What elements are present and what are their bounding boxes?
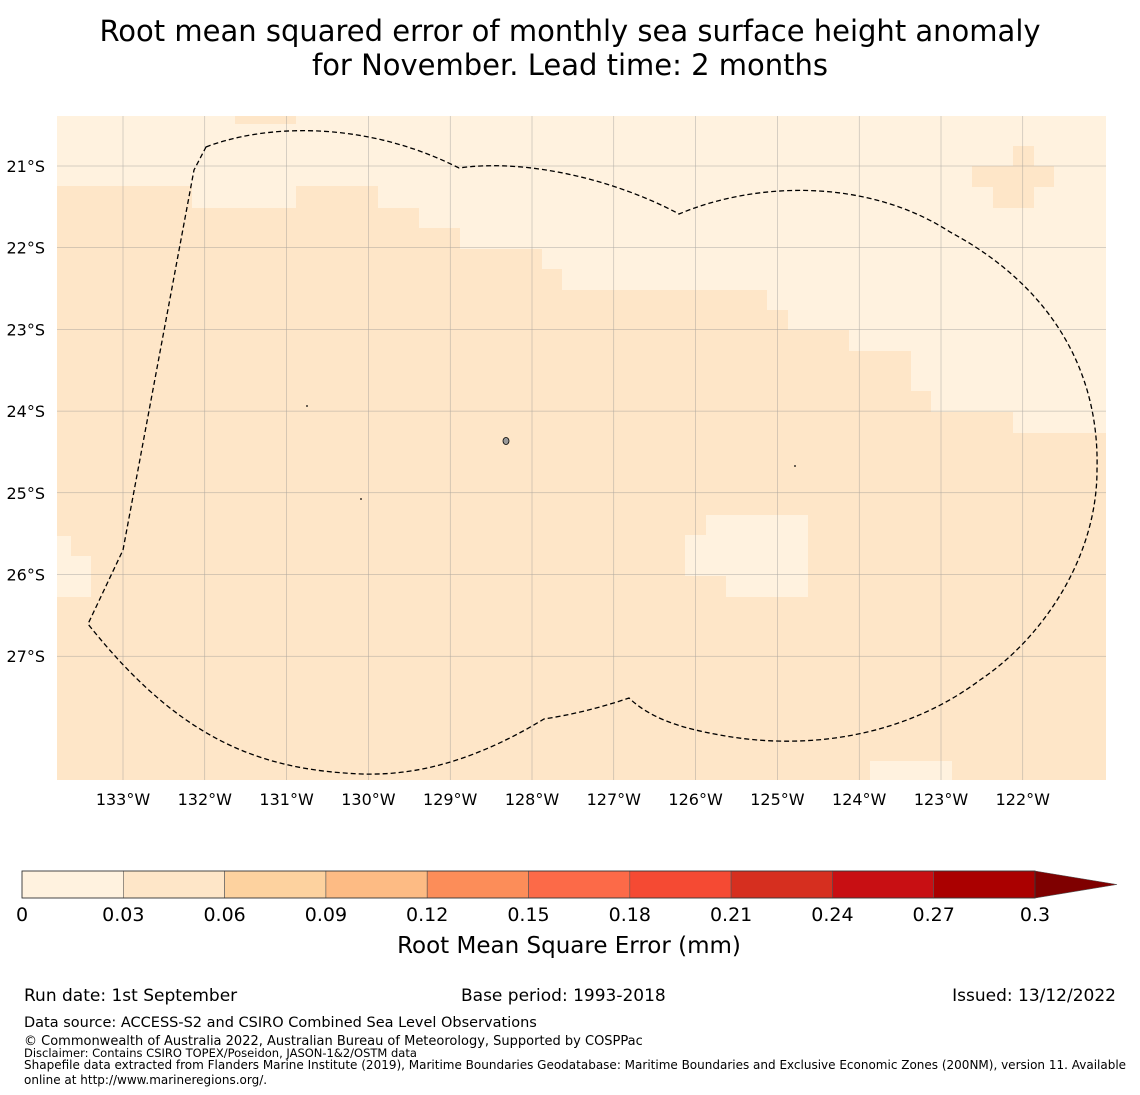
longitude-tick-label: 130°W <box>341 790 396 809</box>
colorbar-extend-arrow <box>1034 870 1118 899</box>
colorbar-tick-label: 0.18 <box>609 904 651 926</box>
map-title: Root mean squared error of monthly sea s… <box>0 14 1140 82</box>
title-line-2: for November. Lead time: 2 months <box>311 48 829 82</box>
colorbar-segment <box>21 870 124 899</box>
latitude-tick-label: 22°S <box>6 239 45 258</box>
island-dot-west <box>306 405 308 407</box>
longitude-tick-label: 123°W <box>914 790 969 809</box>
eez-boundary <box>87 130 1098 775</box>
colorbar-segment <box>528 870 631 899</box>
island-marker <box>502 437 510 445</box>
longitude-tick-label: 127°W <box>587 790 642 809</box>
island-dot-east <box>794 465 796 467</box>
rmse-patch-top-right <box>972 146 1054 208</box>
longitude-tick-label: 132°W <box>178 790 233 809</box>
colorbar-segment <box>730 870 833 899</box>
longitude-tick-label: 128°W <box>505 790 560 809</box>
colorbar-segment <box>123 870 225 899</box>
latitude-tick-label: 25°S <box>6 484 45 503</box>
shapefile-credit-line-1: Shapefile data extracted from Flanders M… <box>24 1058 1127 1072</box>
colorbar: 0 0.03 0.06 0.09 0.12 0.15 0.18 0.21 0.24 0.27 0.3 <box>16 870 1118 926</box>
latitude-labels: 21°S 22°S 23°S 24°S 25°S 26°S 27°S <box>6 157 45 666</box>
data-source: Data source: ACCESS-S2 and CSIRO Combine… <box>24 1015 537 1031</box>
colorbar-segment <box>426 870 529 899</box>
rmse-patch-left <box>57 536 91 597</box>
colorbar-tick-label: 0.27 <box>913 904 955 926</box>
longitude-tick-label: 125°W <box>750 790 805 809</box>
longitude-tick-label: 126°W <box>668 790 723 809</box>
colorbar-tick-label: 0.3 <box>1020 904 1050 926</box>
latitude-tick-label: 23°S <box>6 320 45 339</box>
latitude-tick-label: 26°S <box>6 566 45 585</box>
colorbar-tick-label: 0.12 <box>406 904 448 926</box>
colorbar-tick-label: 0.24 <box>811 904 853 926</box>
run-date: Run date: 1st September <box>24 986 238 1006</box>
colorbar-segment <box>933 870 1036 899</box>
rmse-patch-top-left <box>235 116 296 124</box>
title-line-1: Root mean squared error of monthly sea s… <box>99 14 1041 48</box>
colorbar-outline <box>21 870 1036 899</box>
colorbar-tick-label: 0.21 <box>710 904 752 926</box>
colorbar-tick-label: 0.03 <box>102 904 144 926</box>
longitude-tick-label: 122°W <box>996 790 1051 809</box>
copyright: © Commonwealth of Australia 2022, Austra… <box>24 1034 643 1049</box>
colorbar-segment <box>224 870 327 899</box>
colorbar-segment <box>832 870 935 899</box>
colorbar-tick-label: 0.09 <box>305 904 347 926</box>
longitude-labels: 133°W 132°W 131°W 130°W 129°W 128°W 127°W 126°W… <box>96 790 1050 809</box>
latitude-tick-label: 27°S <box>6 647 45 666</box>
colorbar-tick-label: 0.15 <box>507 904 549 926</box>
colorbar-segment <box>629 870 732 899</box>
longitude-tick-label: 133°W <box>96 790 151 809</box>
colorbar-segment <box>325 870 428 899</box>
longitude-tick-label: 129°W <box>423 790 478 809</box>
issued-date: Issued: 13/12/2022 <box>952 986 1116 1006</box>
disclaimer: Disclaimer: Contains CSIRO TOPEX/Poseido… <box>24 1046 417 1060</box>
shapefile-credit-line-2: online at http://www.marineregions.org/. <box>24 1073 268 1087</box>
colorbar-tick-label: 0 <box>16 904 28 926</box>
base-period: Base period: 1993-2018 <box>461 986 666 1006</box>
rmse-patch-bottom <box>870 761 952 780</box>
colorbar-label: Root Mean Square Error (mm) <box>397 933 741 959</box>
longitude-tick-label: 131°W <box>259 790 314 809</box>
longitude-tick-label: 124°W <box>832 790 887 809</box>
island-dot-southwest <box>360 498 362 500</box>
latitude-tick-label: 24°S <box>6 402 45 421</box>
colorbar-tick-label: 0.06 <box>203 904 245 926</box>
latitude-tick-label: 21°S <box>6 157 45 176</box>
rmse-region-mid <box>57 186 1106 780</box>
